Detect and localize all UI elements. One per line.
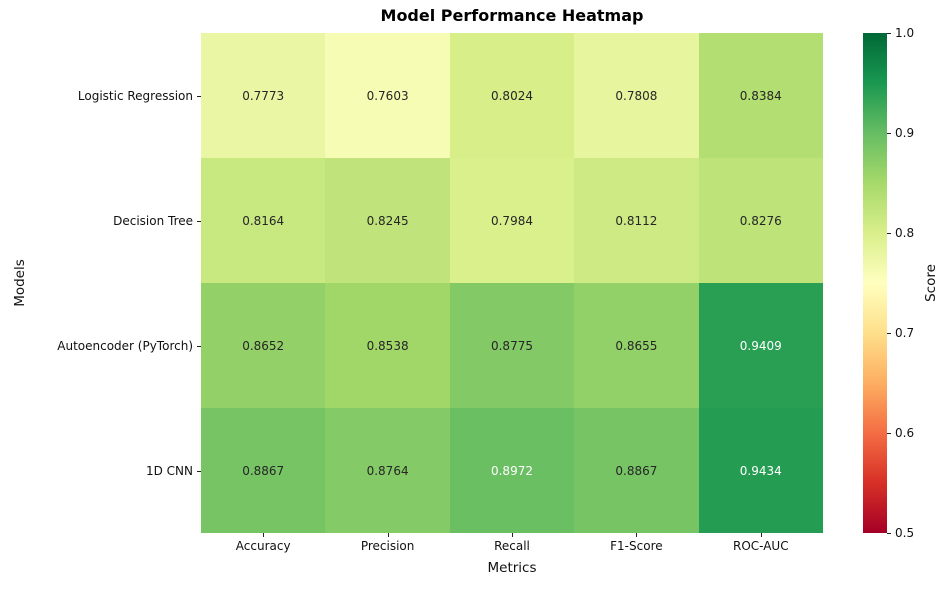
- y-tick-label: 1D CNN: [145, 463, 193, 478]
- tick-mark: [197, 470, 201, 472]
- cell-value: 0.9409: [739, 338, 782, 353]
- tick-mark: [197, 345, 201, 347]
- heatmap-cell: 0.8764: [325, 408, 450, 533]
- colorbar-tick-label: 0.9: [895, 126, 915, 140]
- x-axis-label: Metrics: [487, 560, 537, 576]
- cell-value: 0.8024: [490, 88, 533, 103]
- cell-value: 0.8276: [739, 213, 782, 228]
- cell-value: 0.7808: [615, 88, 658, 103]
- colorbar-tick-label: 0.5: [895, 526, 915, 540]
- heatmap-cell: 0.8164: [201, 158, 326, 283]
- x-tick-label: Recall: [494, 539, 530, 553]
- x-tick-labels: Accuracy Precision Recall F1-Score ROC-AUC: [201, 539, 823, 555]
- colorbar-tick-mark: [887, 533, 891, 534]
- cell-value: 0.9434: [739, 463, 782, 478]
- heatmap-cell: 0.8655: [574, 283, 699, 408]
- colorbar-tick-mark: [887, 133, 891, 134]
- heatmap-cell: 0.8775: [449, 283, 575, 408]
- cell-value: 0.8764: [366, 463, 409, 478]
- y-tick-label: Logistic Regression: [77, 88, 193, 103]
- cell-value: 0.8867: [615, 463, 658, 478]
- colorbar-tick-mark: [887, 233, 891, 234]
- y-tick-label: Autoencoder (PyTorch): [57, 338, 193, 353]
- heatmap-cell: 0.9409: [698, 283, 823, 408]
- colorbar-tick-mark: [887, 333, 891, 334]
- heatmap-cell: 0.8538: [325, 283, 450, 408]
- colorbar-tick-mark: [887, 33, 891, 34]
- heatmap-cell: 0.9434: [698, 408, 823, 533]
- heatmap-cell: 0.8276: [698, 158, 823, 283]
- heatmap-cell: 0.8867: [574, 408, 699, 533]
- heatmap-cell: 0.8112: [574, 158, 699, 283]
- cell-value: 0.8164: [242, 213, 285, 228]
- tick-mark: [636, 533, 638, 537]
- chart-title: Model Performance Heatmap: [380, 6, 644, 25]
- tick-mark: [263, 533, 265, 537]
- heatmap-cell: 0.7773: [201, 33, 326, 158]
- tick-mark: [760, 533, 762, 537]
- heatmap-cell: 0.8652: [201, 283, 326, 408]
- tick-mark: [387, 533, 389, 537]
- colorbar-label: Score: [923, 264, 939, 302]
- cell-value: 0.8867: [242, 463, 285, 478]
- cell-value: 0.8775: [490, 338, 533, 353]
- cell-value: 0.8384: [739, 88, 782, 103]
- tick-mark: [197, 220, 201, 222]
- heatmap-cell: 0.8972: [449, 408, 575, 533]
- heatmap-cell: 0.7808: [574, 33, 699, 158]
- heatmap-grid: 0.7773 0.7603 0.8024 0.7808 0.8384 0.8164 0.82…: [201, 33, 823, 533]
- x-tick-label: ROC-AUC: [732, 539, 789, 553]
- heatmap-cell: 0.7603: [325, 33, 450, 158]
- colorbar-tick-label: 0.7: [895, 326, 915, 340]
- cell-value: 0.8652: [242, 338, 285, 353]
- cell-value: 0.7603: [366, 88, 409, 103]
- x-tick-label: Accuracy: [235, 539, 291, 553]
- cell-value: 0.8972: [490, 463, 533, 478]
- cell-value: 0.7984: [490, 213, 533, 228]
- heatmap-cell: 0.7984: [449, 158, 575, 283]
- colorbar-tick-label: 0.8: [895, 226, 915, 240]
- heatmap-cell: 0.8867: [201, 408, 326, 533]
- cell-value: 0.7773: [242, 88, 285, 103]
- cell-value: 0.8655: [615, 338, 658, 353]
- y-tick-label: Decision Tree: [113, 213, 193, 228]
- colorbar: [863, 33, 887, 533]
- colorbar-tick-mark: [887, 433, 891, 434]
- colorbar-tick-label: 1.0: [895, 26, 915, 40]
- heatmap-cell: 0.8384: [698, 33, 823, 158]
- heatmap-cell: 0.8245: [325, 158, 450, 283]
- cell-value: 0.8538: [366, 338, 409, 353]
- x-tick-label: Precision: [360, 539, 415, 553]
- cell-value: 0.8245: [366, 213, 409, 228]
- heatmap-cell: 0.8024: [449, 33, 575, 158]
- tick-mark: [512, 533, 513, 537]
- y-tick-labels: Logistic Regression Decision Tree Autoenco…: [0, 33, 193, 533]
- x-tick-label: F1-Score: [610, 539, 663, 553]
- cell-value: 0.8112: [615, 213, 658, 228]
- tick-mark: [197, 95, 201, 97]
- colorbar-tick-label: 0.6: [895, 426, 915, 440]
